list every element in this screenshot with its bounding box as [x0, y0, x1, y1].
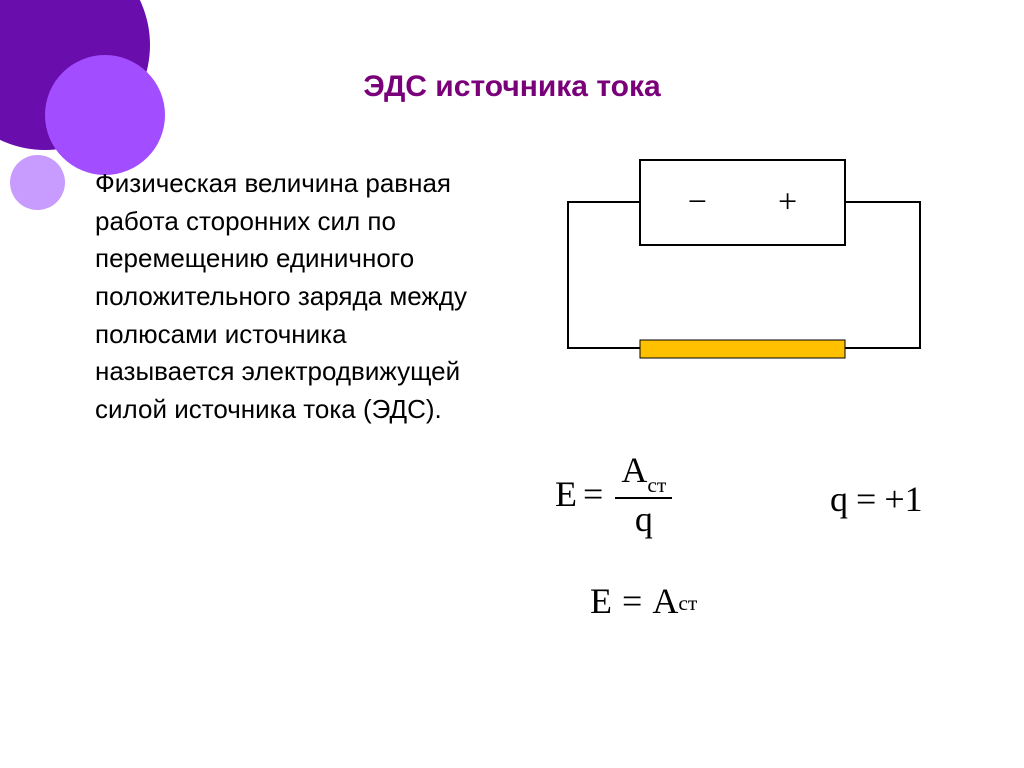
circuit-diagram: −+: [540, 150, 950, 380]
fraction: Aст q: [615, 450, 672, 539]
symbol-A: A: [652, 580, 678, 622]
fraction-denominator: q: [629, 499, 659, 539]
circuit-svg: −+: [540, 150, 950, 380]
fraction-numerator: Aст: [615, 450, 672, 497]
symbol-q: q: [830, 478, 848, 520]
symbol-E: E: [590, 580, 612, 622]
value-plus-one: +1: [884, 478, 922, 520]
numerator-subscript: ст: [647, 473, 666, 497]
slide-title: ЭДС источника тока: [0, 70, 1024, 104]
symbol-E: E: [555, 473, 577, 515]
formula-row-2: E = Aст: [590, 580, 697, 622]
svg-text:−: −: [688, 184, 707, 221]
numerator-A: A: [621, 450, 647, 490]
slide: ЭДС источника тока Физическая величина р…: [0, 0, 1024, 768]
formula-unit-charge: q = +1: [830, 478, 923, 520]
svg-text:+: +: [778, 184, 797, 221]
definition-text: Физическая величина равная работа сторон…: [95, 165, 490, 429]
formula-emf-definition: E = Aст q: [555, 450, 678, 539]
formula-emf-equals-work: E = Aст: [590, 580, 697, 622]
subscript-st: ст: [678, 591, 697, 616]
equals-sign: =: [622, 580, 642, 622]
equals-sign: =: [583, 473, 603, 515]
equals-sign: =: [856, 478, 876, 520]
